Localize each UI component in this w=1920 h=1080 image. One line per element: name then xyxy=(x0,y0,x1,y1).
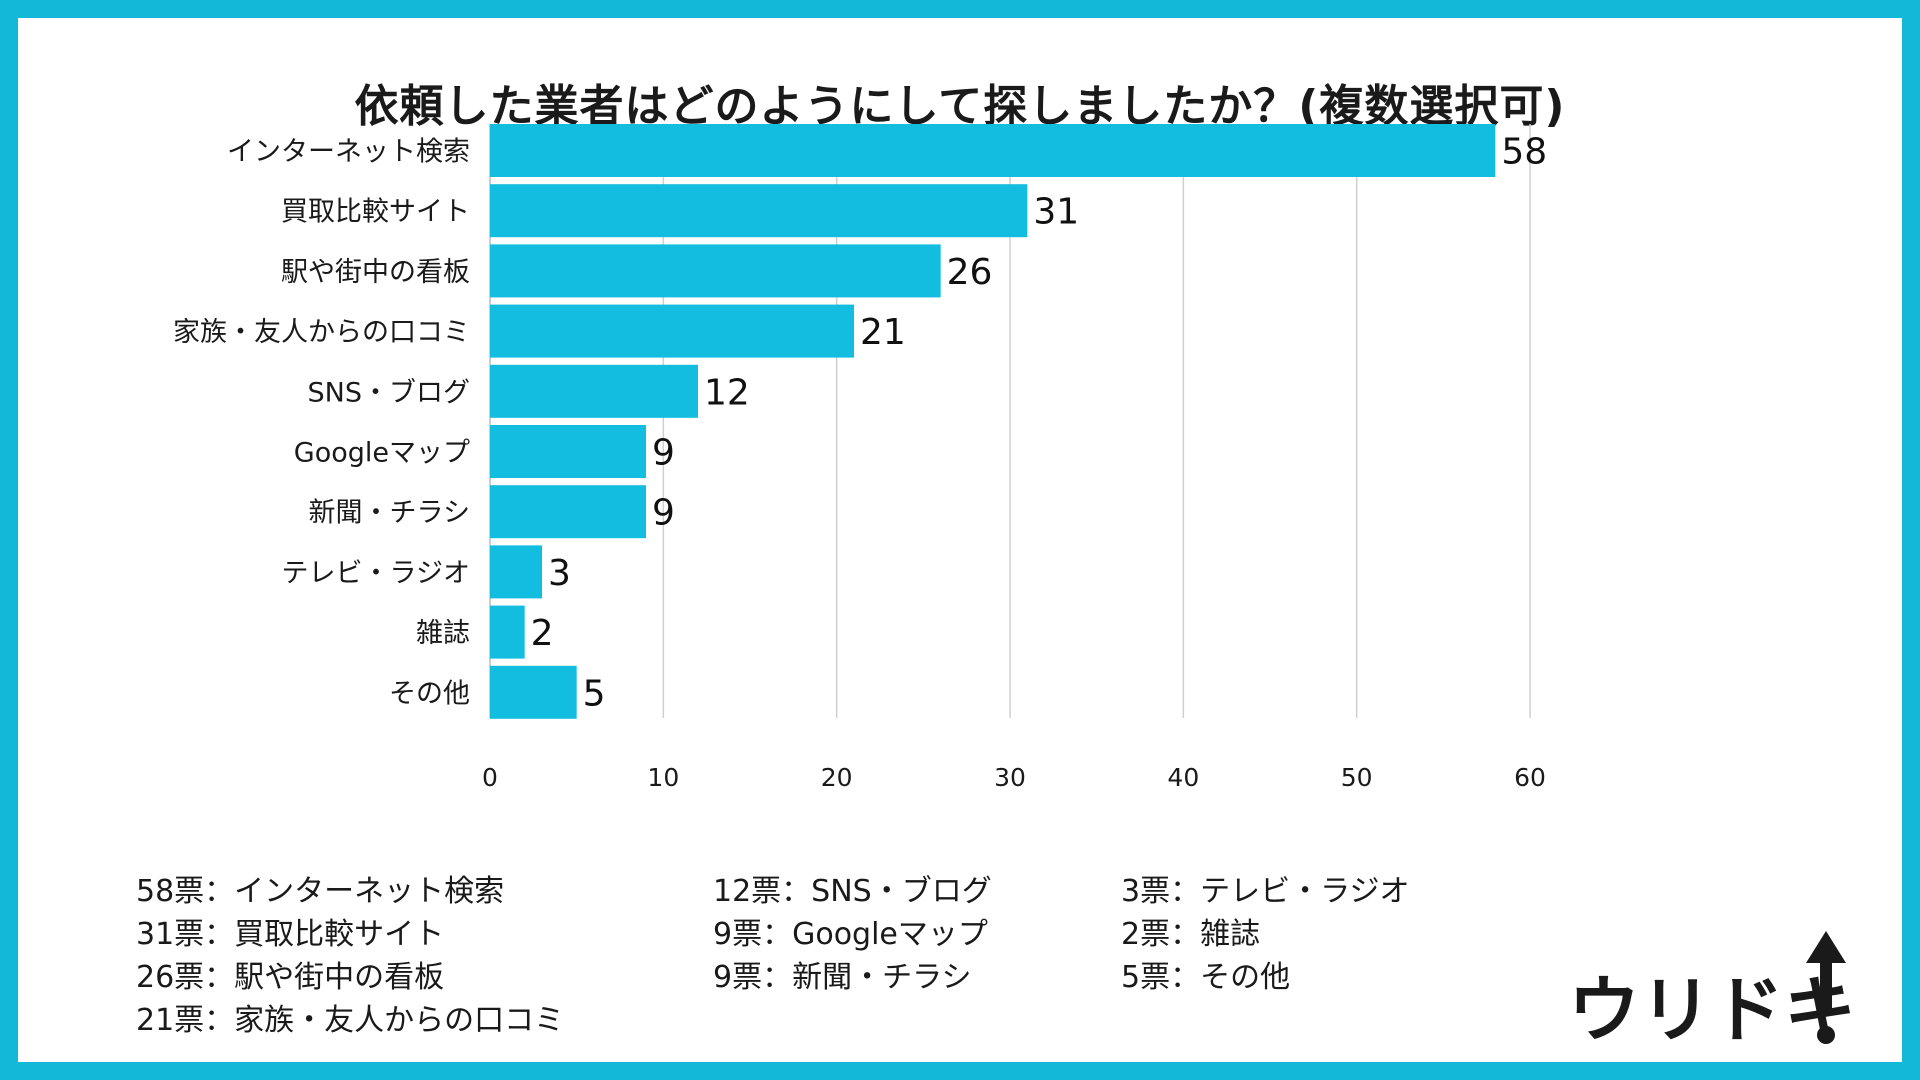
x-tick-label: 30 xyxy=(994,763,1026,792)
summary-line: 21票：家族・友人からの口コミ xyxy=(136,1003,565,1038)
value-label: 9 xyxy=(652,433,675,474)
summary-column-1: 58票：インターネット検索 31票：買取比較サイト 26票：駅や街中の看板 21票：家… xyxy=(136,870,564,1042)
category-label: インターネット検索 xyxy=(227,137,470,168)
bar-8 xyxy=(490,545,542,599)
value-label: 9 xyxy=(652,493,675,534)
x-tick-label: 0 xyxy=(482,763,498,792)
value-label: 12 xyxy=(704,372,750,413)
value-label: 21 xyxy=(860,312,906,353)
category-label: 駅や街中の看板 xyxy=(281,257,470,288)
bar-1 xyxy=(490,124,1496,177)
value-label: 58 xyxy=(1501,132,1547,173)
summary-line: 9票：新聞・チラシ xyxy=(713,960,972,995)
x-tick-label: 40 xyxy=(1167,763,1199,792)
summary-line: 31票：買取比較サイト xyxy=(136,917,445,952)
bar-4 xyxy=(490,304,854,358)
summary-line: 26票：駅や街中の看板 xyxy=(136,960,445,995)
up-arrow-exclamation-icon xyxy=(1806,931,1846,1044)
category-label: 雑誌 xyxy=(416,618,470,649)
bar-7 xyxy=(490,485,646,539)
chart-title: 依頼した業者はどのようにして探しましたか？(複数選択可) xyxy=(354,81,1566,132)
bar-10 xyxy=(490,665,577,719)
category-label: 家族・友人からの口コミ xyxy=(173,317,470,348)
value-label: 3 xyxy=(548,553,571,594)
summary-line: 5票：その他 xyxy=(1121,960,1291,995)
bars xyxy=(490,124,1496,719)
value-label: 31 xyxy=(1033,192,1079,233)
value-label: 26 xyxy=(947,252,993,293)
x-tick-label: 10 xyxy=(647,763,679,792)
x-tick-label: 20 xyxy=(821,763,853,792)
category-label: 新聞・チラシ xyxy=(309,498,470,529)
uridoki-logo: ウリドキ xyxy=(1568,931,1856,1052)
category-label: その他 xyxy=(389,678,470,709)
value-labels: 58 31 26 21 12 9 9 3 25 xyxy=(531,132,1547,715)
value-label: 2 xyxy=(531,613,554,654)
summary-line: 3票：テレビ・ラジオ xyxy=(1121,874,1410,909)
vote-summary: 58票：インターネット検索 31票：買取比較サイト 26票：駅や街中の看板 21票：家… xyxy=(136,870,1476,1045)
summary-line: 58票：インターネット検索 xyxy=(136,874,505,909)
x-tick-label: 50 xyxy=(1341,763,1373,792)
chart-card: 依頼した業者はどのようにして探しましたか？(複数選択可) インターネット検索買取… xyxy=(18,18,1902,1062)
category-label: SNS・ブログ xyxy=(308,377,470,408)
bar-6 xyxy=(490,425,646,478)
summary-line: 12票：SNS・ブログ xyxy=(713,874,992,909)
summary-column-2: 12票：SNS・ブログ 9票：Googleマップ 9票：新聞・チラシ xyxy=(713,870,992,999)
category-label: テレビ・ラジオ xyxy=(282,558,470,589)
bar-5 xyxy=(490,364,698,418)
bar-3 xyxy=(490,244,941,298)
bar-2 xyxy=(490,184,1028,238)
value-label: 5 xyxy=(583,673,606,714)
category-label: Googleマップ xyxy=(294,438,470,469)
bar-9 xyxy=(490,605,525,659)
x-tick-label: 60 xyxy=(1514,763,1546,792)
summary-line: 9票：Googleマップ xyxy=(713,917,988,952)
logo-text: ウリドキ xyxy=(1568,968,1856,1052)
x-axis-ticks: 0 10 20 30 40 50 60 xyxy=(482,763,1546,792)
summary-line: 2票：雑誌 xyxy=(1121,917,1261,952)
category-label: 買取比較サイト xyxy=(281,197,470,228)
summary-column-3: 3票：テレビ・ラジオ 2票：雑誌 5票：その他 xyxy=(1121,870,1410,999)
